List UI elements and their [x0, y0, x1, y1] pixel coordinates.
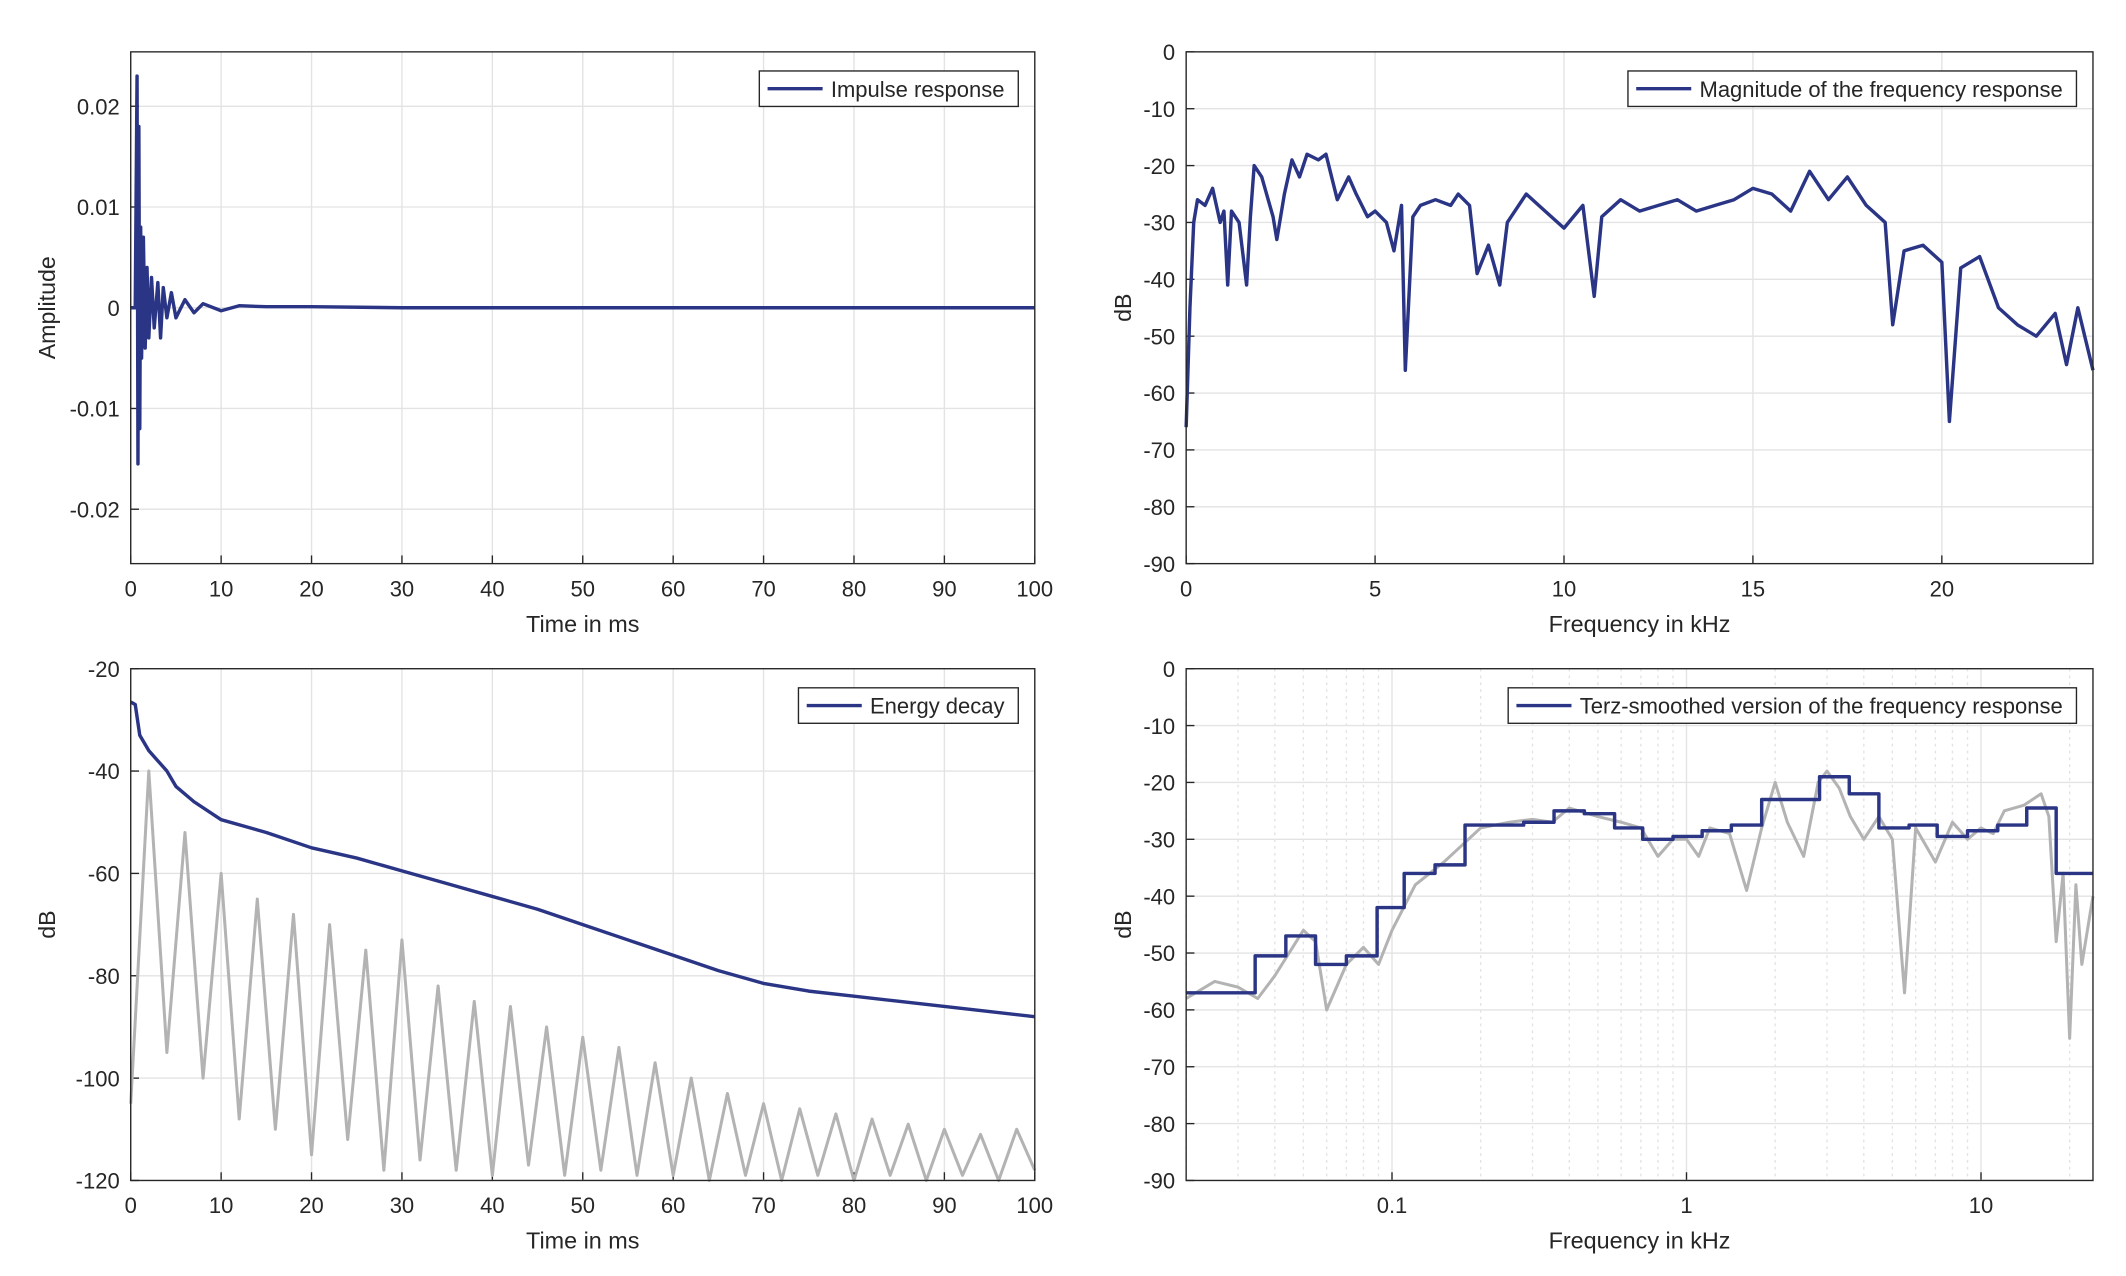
x-axis-label: Frequency in kHz [1549, 611, 1731, 637]
y-tick-label: 0.01 [77, 195, 120, 220]
x-tick-label: 90 [932, 1193, 956, 1218]
data-line [1184, 152, 2095, 428]
x-axis-label: Frequency in kHz [1549, 1228, 1731, 1254]
y-tick-label: -20 [1143, 771, 1175, 796]
y-tick-label: -40 [1143, 268, 1175, 293]
y-tick-label: -70 [1143, 1055, 1175, 1080]
y-tick-label: -100 [76, 1066, 120, 1091]
y-tick-label: -80 [1143, 495, 1175, 520]
x-tick-label: 0.1 [1377, 1193, 1408, 1218]
x-tick-label: 10 [1969, 1193, 1993, 1218]
y-tick-label: -90 [1143, 552, 1175, 577]
legend: Energy decay [797, 687, 1019, 724]
x-tick-label: 40 [480, 576, 504, 601]
y-tick-label: -60 [1143, 998, 1175, 1023]
x-axis-label: Time in ms [526, 1228, 639, 1254]
y-axis-label: dB [1110, 910, 1136, 938]
x-tick-label: 100 [1016, 1193, 1053, 1218]
data-line [130, 74, 1035, 466]
y-tick-label: -10 [1143, 97, 1175, 122]
y-tick-label: -0.02 [70, 497, 120, 522]
x-tick-label: 20 [1930, 576, 1954, 601]
x-tick-label: 70 [751, 576, 775, 601]
legend-label: Terz-smoothed version of the frequency r… [1580, 694, 2063, 719]
y-tick-label: -60 [88, 862, 120, 887]
axes-box [1185, 668, 2094, 1182]
y-tick-label: -120 [76, 1169, 120, 1194]
y-tick-label: 0 [1163, 657, 1175, 682]
axes-box [1185, 51, 2094, 565]
x-tick-label: 90 [932, 576, 956, 601]
axes-box [130, 668, 1036, 1182]
x-tick-label: 0 [1180, 576, 1192, 601]
x-tick-label: 100 [1016, 576, 1053, 601]
data-line [1185, 769, 2095, 1040]
x-tick-label: 0 [125, 1193, 137, 1218]
axes-box [130, 51, 1036, 565]
y-tick-label: -80 [88, 964, 120, 989]
x-tick-label: 10 [209, 576, 233, 601]
y-tick-label: -0.01 [70, 397, 120, 422]
y-tick-label: -50 [1143, 941, 1175, 966]
x-tick-label: 50 [571, 1193, 595, 1218]
y-tick-label: -40 [88, 759, 120, 784]
y-tick-label: -20 [88, 657, 120, 682]
legend: Impulse response [758, 70, 1019, 108]
x-tick-label: 50 [571, 576, 595, 601]
y-tick-label: -90 [1143, 1169, 1175, 1194]
x-tick-label: 10 [209, 1193, 233, 1218]
y-tick-label: -80 [1143, 1112, 1175, 1137]
x-axis-label: Time in ms [526, 611, 639, 637]
x-tick-label: 30 [390, 1193, 414, 1218]
y-tick-label: -70 [1143, 438, 1175, 463]
y-axis-label: dB [34, 910, 60, 938]
x-tick-label: 60 [661, 1193, 685, 1218]
x-tick-label: 60 [661, 576, 685, 601]
data-line [1186, 775, 2093, 995]
y-axis-label: Amplitude [34, 256, 60, 359]
x-tick-label: 30 [390, 576, 414, 601]
legend-label: Impulse response [831, 77, 1005, 102]
x-tick-label: 10 [1552, 576, 1576, 601]
x-tick-label: 80 [842, 1193, 866, 1218]
x-tick-label: 1 [1680, 1193, 1692, 1218]
y-tick-label: 0 [107, 296, 119, 321]
legend-label: Magnitude of the frequency response [1700, 77, 2063, 102]
x-tick-label: 20 [299, 1193, 323, 1218]
y-tick-label: -60 [1143, 381, 1175, 406]
y-tick-label: -20 [1143, 154, 1175, 179]
x-tick-label: 15 [1741, 576, 1765, 601]
legend-label: Energy decay [870, 694, 1005, 719]
x-tick-label: 70 [751, 1193, 775, 1218]
y-axis-label: dB [1110, 294, 1136, 322]
y-tick-label: -50 [1143, 324, 1175, 349]
data-line [129, 700, 1035, 1019]
y-tick-label: -30 [1143, 211, 1175, 236]
x-tick-label: 40 [480, 1193, 504, 1218]
plot-area [1186, 668, 2093, 1181]
legend-box [1507, 687, 2078, 724]
y-tick-label: 0 [1163, 40, 1175, 65]
x-tick-label: 80 [842, 576, 866, 601]
data-line [129, 769, 1037, 1182]
legend: Magnitude of the frequency response [1627, 70, 2078, 108]
x-tick-label: 20 [299, 576, 323, 601]
y-tick-label: -10 [1143, 714, 1175, 739]
y-tick-label: 0.02 [77, 95, 120, 120]
x-tick-label: 5 [1369, 576, 1381, 601]
y-tick-label: -40 [1143, 884, 1175, 909]
x-tick-label: 0 [125, 576, 137, 601]
legend: Terz-smoothed version of the frequency r… [1507, 687, 2078, 724]
y-tick-label: -30 [1143, 828, 1175, 853]
legend-box [1627, 70, 2078, 108]
